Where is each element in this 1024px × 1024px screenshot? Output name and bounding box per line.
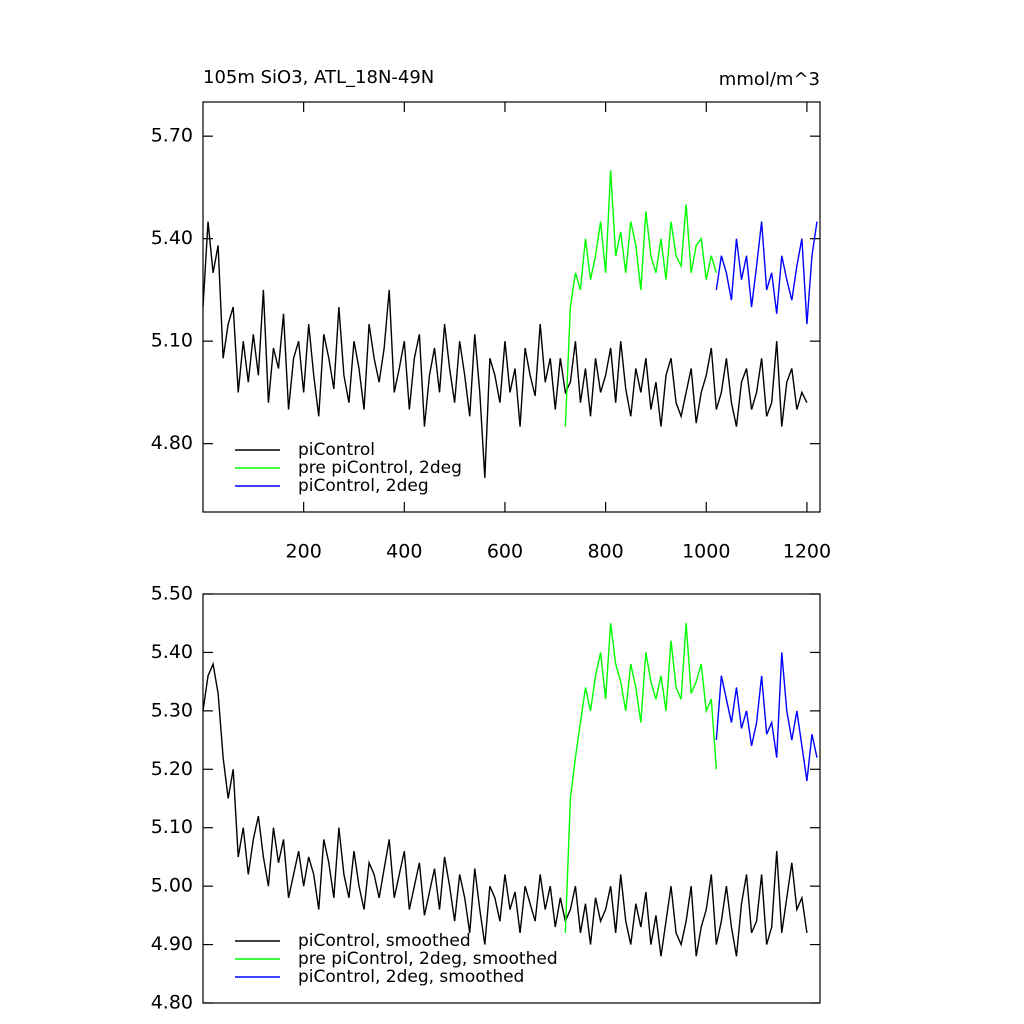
legend-label: piControl bbox=[298, 440, 375, 460]
legend-label: piControl, 2deg, smoothed bbox=[298, 967, 524, 987]
data-line bbox=[715, 221, 818, 325]
y-tick-label: 4.80 bbox=[151, 432, 193, 454]
plot-frame bbox=[202, 593, 821, 1004]
units-label: mmol/m^3 bbox=[719, 69, 820, 90]
legend-label: piControl, smoothed bbox=[298, 931, 471, 951]
y-tick-label: 4.80 bbox=[151, 992, 193, 1014]
y-tick-label: 5.10 bbox=[151, 816, 193, 838]
y-tick-label: 5.30 bbox=[151, 699, 193, 721]
y-tick-label: 5.70 bbox=[151, 125, 193, 147]
data-line bbox=[564, 170, 718, 427]
legend-label: piControl, 2deg bbox=[298, 476, 429, 496]
data-line bbox=[202, 661, 808, 957]
plot-frame bbox=[202, 101, 821, 513]
data-line bbox=[202, 221, 808, 478]
x-tick-label: 600 bbox=[487, 541, 523, 563]
chart-title: 105m SiO3, ATL_18N-49N bbox=[203, 67, 434, 88]
x-tick-label: 200 bbox=[286, 541, 322, 563]
x-tick-label: 1000 bbox=[682, 541, 730, 563]
y-tick-label: 5.50 bbox=[151, 583, 193, 605]
x-tick-label: 400 bbox=[386, 541, 422, 563]
legend-label: pre piControl, 2deg, smoothed bbox=[298, 949, 558, 969]
data-line bbox=[715, 652, 818, 782]
data-line bbox=[564, 623, 718, 933]
y-tick-label: 4.90 bbox=[151, 933, 193, 955]
y-tick-label: 5.10 bbox=[151, 330, 193, 352]
x-tick-label: 800 bbox=[587, 541, 623, 563]
y-tick-label: 5.00 bbox=[151, 875, 193, 897]
x-tick-label: 1200 bbox=[783, 541, 831, 563]
y-tick-label: 5.20 bbox=[151, 758, 193, 780]
y-tick-label: 5.40 bbox=[151, 641, 193, 663]
y-tick-label: 5.40 bbox=[151, 227, 193, 249]
legend-label: pre piControl, 2deg bbox=[298, 458, 462, 478]
